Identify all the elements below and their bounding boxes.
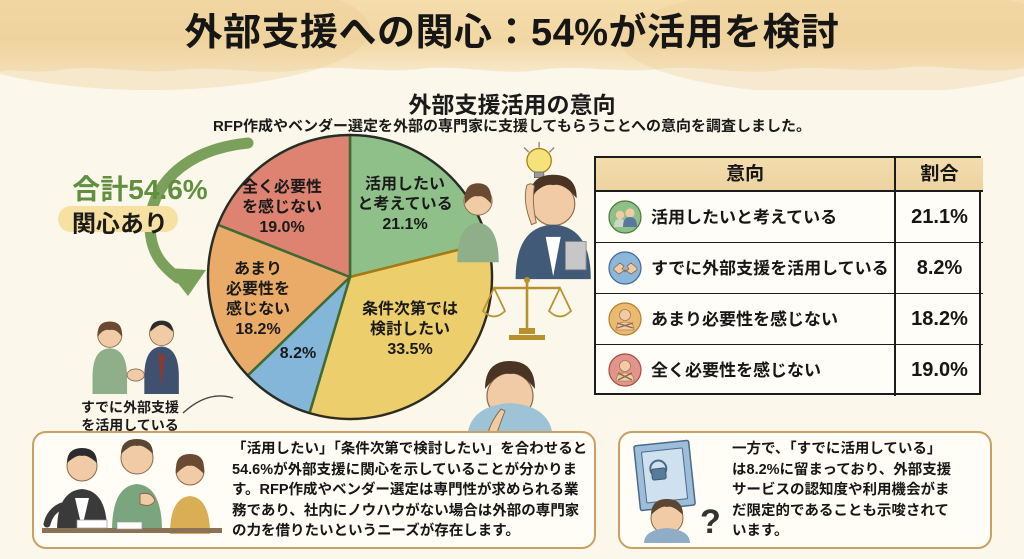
svg-text:?: ?	[700, 503, 721, 541]
